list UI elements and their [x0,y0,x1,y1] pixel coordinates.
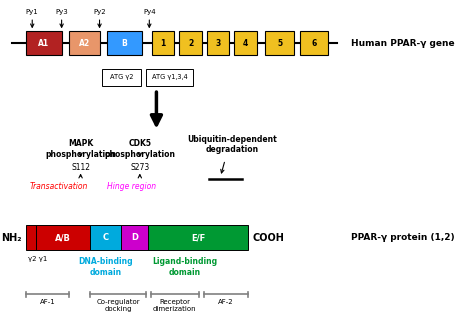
Text: S273: S273 [130,163,149,172]
Text: CDK5
phosphorylation: CDK5 phosphorylation [104,139,175,159]
Text: Py3: Py3 [55,9,68,15]
Bar [234,31,257,55]
Bar [36,225,90,250]
Text: 3: 3 [215,38,221,48]
Text: Hinge region: Hinge region [107,182,156,191]
Bar [107,31,142,55]
Text: 5: 5 [277,38,282,48]
Bar [90,225,121,250]
Text: Receptor
dimerization: Receptor dimerization [153,299,197,312]
Text: A/B: A/B [55,233,71,242]
Bar [152,31,174,55]
Text: B: B [121,38,128,48]
Text: Py2: Py2 [93,9,106,15]
Text: C: C [102,233,109,242]
Text: E/F: E/F [191,233,205,242]
Text: 2: 2 [188,38,193,48]
Text: ATG γ2: ATG γ2 [109,74,133,80]
Text: 6: 6 [311,38,317,48]
Text: Transactivation: Transactivation [30,182,89,191]
Text: A1: A1 [38,38,49,48]
Text: Ubiquitin-dependent
degradation: Ubiquitin-dependent degradation [187,135,277,154]
Text: AF-2: AF-2 [218,299,234,305]
Bar [207,31,229,55]
Text: γ2 γ1: γ2 γ1 [28,256,48,262]
Text: AF-1: AF-1 [39,299,55,305]
Bar [26,31,62,55]
Text: NH₂: NH₂ [1,233,21,243]
Bar [121,225,148,250]
Bar [146,69,193,86]
Text: COOH: COOH [253,233,284,243]
Text: ATG γ1,3,4: ATG γ1,3,4 [152,74,188,80]
Bar [102,69,141,86]
Text: DNA-binding
domain: DNA-binding domain [78,257,133,277]
Text: Human PPAR-γ gene: Human PPAR-γ gene [351,38,455,48]
Text: Py4: Py4 [143,9,155,15]
Bar [26,225,36,250]
Text: MAPK
phosphorylation: MAPK phosphorylation [45,139,116,159]
Text: PPAR-γ protein (1,2): PPAR-γ protein (1,2) [351,233,455,242]
Text: Co-regulator
docking: Co-regulator docking [96,299,140,312]
Text: Ligand-binding
domain: Ligand-binding domain [152,257,218,277]
Bar [265,31,294,55]
Text: Py1: Py1 [26,9,38,15]
Bar [300,31,328,55]
Bar [179,31,202,55]
Text: A2: A2 [79,38,90,48]
Text: 4: 4 [243,38,248,48]
Bar [148,225,248,250]
Text: S112: S112 [71,163,90,172]
Text: D: D [131,233,138,242]
Bar [69,31,100,55]
Text: 1: 1 [160,38,166,48]
